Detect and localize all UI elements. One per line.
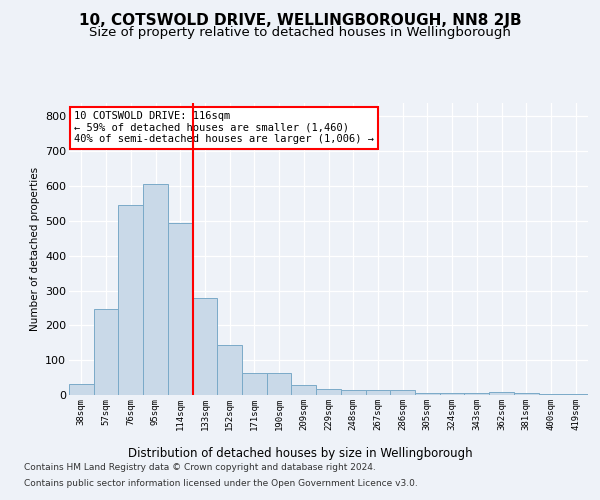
Bar bbox=[69, 384, 94, 395]
Bar bbox=[563, 394, 588, 395]
Bar bbox=[440, 394, 464, 395]
Text: Distribution of detached houses by size in Wellingborough: Distribution of detached houses by size … bbox=[128, 448, 472, 460]
Bar bbox=[539, 394, 563, 395]
Bar bbox=[464, 394, 489, 395]
Bar bbox=[514, 394, 539, 395]
Bar bbox=[168, 222, 193, 395]
Bar bbox=[267, 374, 292, 395]
Bar bbox=[217, 344, 242, 395]
Bar bbox=[390, 390, 415, 395]
Bar bbox=[365, 390, 390, 395]
Y-axis label: Number of detached properties: Number of detached properties bbox=[29, 166, 40, 331]
Bar bbox=[415, 392, 440, 395]
Bar bbox=[94, 308, 118, 395]
Bar bbox=[292, 384, 316, 395]
Bar bbox=[118, 204, 143, 395]
Bar bbox=[341, 390, 365, 395]
Bar bbox=[242, 374, 267, 395]
Bar bbox=[143, 184, 168, 395]
Text: Size of property relative to detached houses in Wellingborough: Size of property relative to detached ho… bbox=[89, 26, 511, 39]
Bar bbox=[193, 298, 217, 395]
Bar bbox=[316, 388, 341, 395]
Bar bbox=[489, 392, 514, 395]
Text: Contains HM Land Registry data © Crown copyright and database right 2024.: Contains HM Land Registry data © Crown c… bbox=[24, 464, 376, 472]
Text: 10 COTSWOLD DRIVE: 116sqm
← 59% of detached houses are smaller (1,460)
40% of se: 10 COTSWOLD DRIVE: 116sqm ← 59% of detac… bbox=[74, 112, 374, 144]
Text: 10, COTSWOLD DRIVE, WELLINGBOROUGH, NN8 2JB: 10, COTSWOLD DRIVE, WELLINGBOROUGH, NN8 … bbox=[79, 12, 521, 28]
Text: Contains public sector information licensed under the Open Government Licence v3: Contains public sector information licen… bbox=[24, 478, 418, 488]
